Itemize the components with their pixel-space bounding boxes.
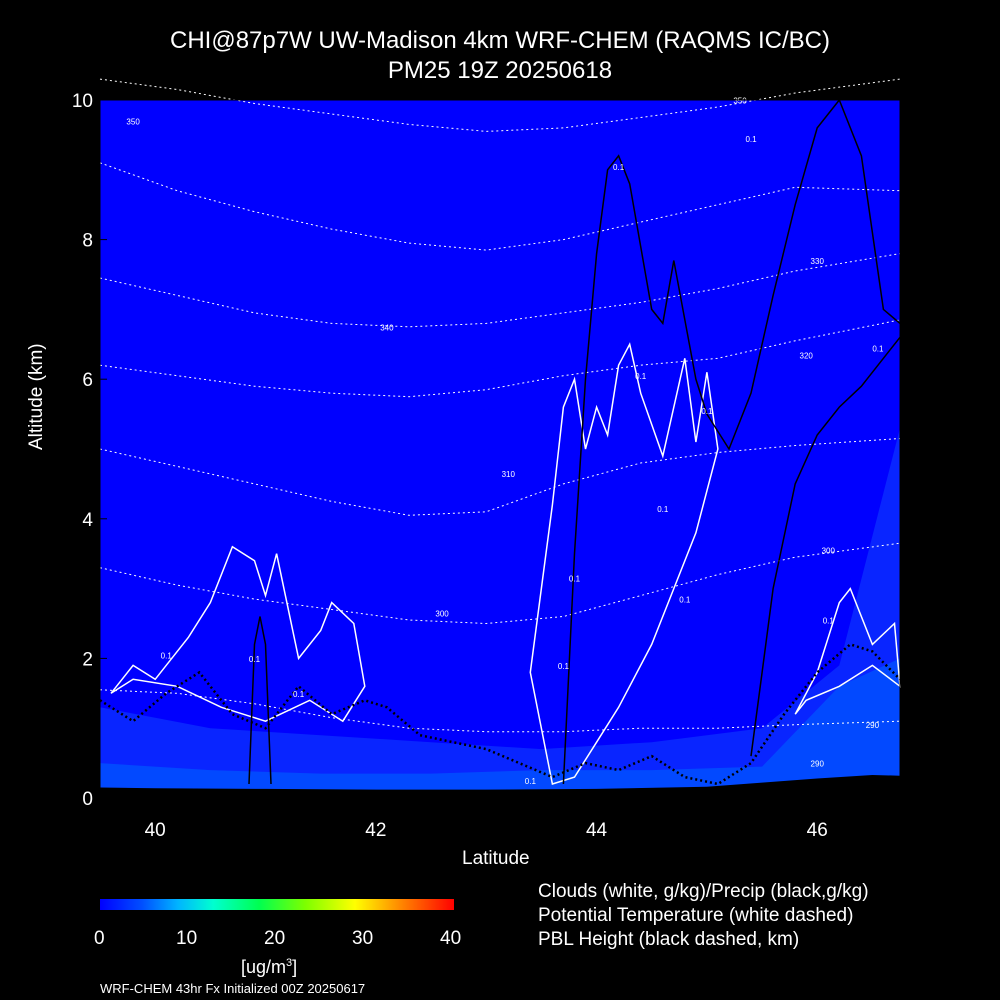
contour-label-14: 0.1: [569, 575, 581, 584]
contour-label-15: 0.1: [679, 596, 691, 605]
legend-clouds: Clouds (white, g/kg)/Precip (black,g/kg): [538, 881, 869, 902]
contour-label-8: 290: [866, 721, 880, 730]
legend-theta: Potential Temperature (white dashed): [538, 905, 854, 926]
colorbar-tick-30: 30: [352, 928, 374, 949]
contour-label-17: 0.1: [701, 407, 713, 416]
theta-contour-310: [99, 438, 901, 516]
contour-label-13: 0.1: [558, 662, 570, 671]
contour-label-1: 350: [733, 96, 747, 105]
contour-label-23: 0.1: [635, 372, 647, 381]
colorbar-tick-10: 10: [176, 928, 198, 949]
theta-contour-300: [99, 542, 901, 625]
cloud-contour-2: [794, 587, 901, 715]
y-tick-label-10: 10: [72, 91, 93, 112]
contour-label-9: 290: [811, 760, 825, 769]
contour-label-21: 0.1: [823, 617, 835, 626]
footer-note: WRF-CHEM 43hr Fx Initialized 00Z 2025061…: [100, 981, 366, 996]
chart-title: CHI@87p7W UW-Madison 4km WRF-CHEM (RAQMS…: [170, 27, 830, 54]
precip-contour-0: [562, 98, 901, 785]
x-tick-label-46: 46: [807, 820, 828, 841]
contour-label-19: 0.1: [745, 135, 757, 144]
contour-label-2: 340: [380, 323, 394, 332]
pm25-field: [100, 100, 900, 798]
contour-label-5: 310: [502, 470, 516, 479]
colorbar-tick-20: 20: [264, 928, 286, 949]
y-tick-label-4: 4: [82, 510, 93, 531]
x-tick-label-42: 42: [365, 820, 386, 841]
contour-label-11: 0.1: [249, 655, 261, 664]
y-axis-label: Altitude (km): [26, 343, 47, 450]
legend-pbl: PBL Height (black dashed, km): [538, 929, 800, 950]
theta-contour-350: [99, 78, 901, 132]
contour-label-4: 320: [800, 351, 814, 360]
pbl-height-line: [99, 642, 901, 786]
contour-label-22: 0.1: [525, 777, 537, 786]
theta-contour-340: [99, 162, 901, 251]
contour-label-10: 0.1: [161, 651, 173, 660]
colorbar-unit: [ug/m3]: [241, 957, 298, 977]
chart-subtitle: PM25 19Z 20250618: [387, 57, 613, 84]
colorbar-tick-40: 40: [440, 928, 462, 949]
colorbar: [100, 899, 454, 910]
contour-label-12: 0.1: [293, 690, 305, 699]
contour-label-7: 300: [822, 547, 836, 556]
precip-contour-1: [750, 336, 901, 757]
y-tick-label-6: 6: [82, 370, 93, 391]
theta-contour-330: [99, 253, 901, 328]
theta-contour-290: [99, 689, 901, 733]
y-tick-label-2: 2: [82, 649, 93, 670]
cloud-contour-0: [110, 545, 366, 723]
precip-contour-2: [248, 616, 272, 785]
x-axis-label: Latitude: [462, 848, 530, 869]
x-tick-label-40: 40: [145, 820, 166, 841]
terrain: [100, 775, 900, 798]
contour-label-16: 0.1: [657, 505, 669, 514]
contour-label-20: 0.1: [872, 344, 884, 353]
x-tick-label-44: 44: [586, 820, 608, 841]
y-tick-label-8: 8: [82, 231, 93, 252]
contour-label-3: 330: [811, 257, 825, 266]
plot-frame: [99, 99, 901, 799]
y-tick-label-0: 0: [82, 789, 93, 810]
contour-label-6: 300: [435, 610, 449, 619]
contour-label-18: 0.1: [613, 163, 625, 172]
colorbar-tick-0: 0: [94, 928, 105, 949]
contour-label-0: 350: [126, 117, 140, 126]
